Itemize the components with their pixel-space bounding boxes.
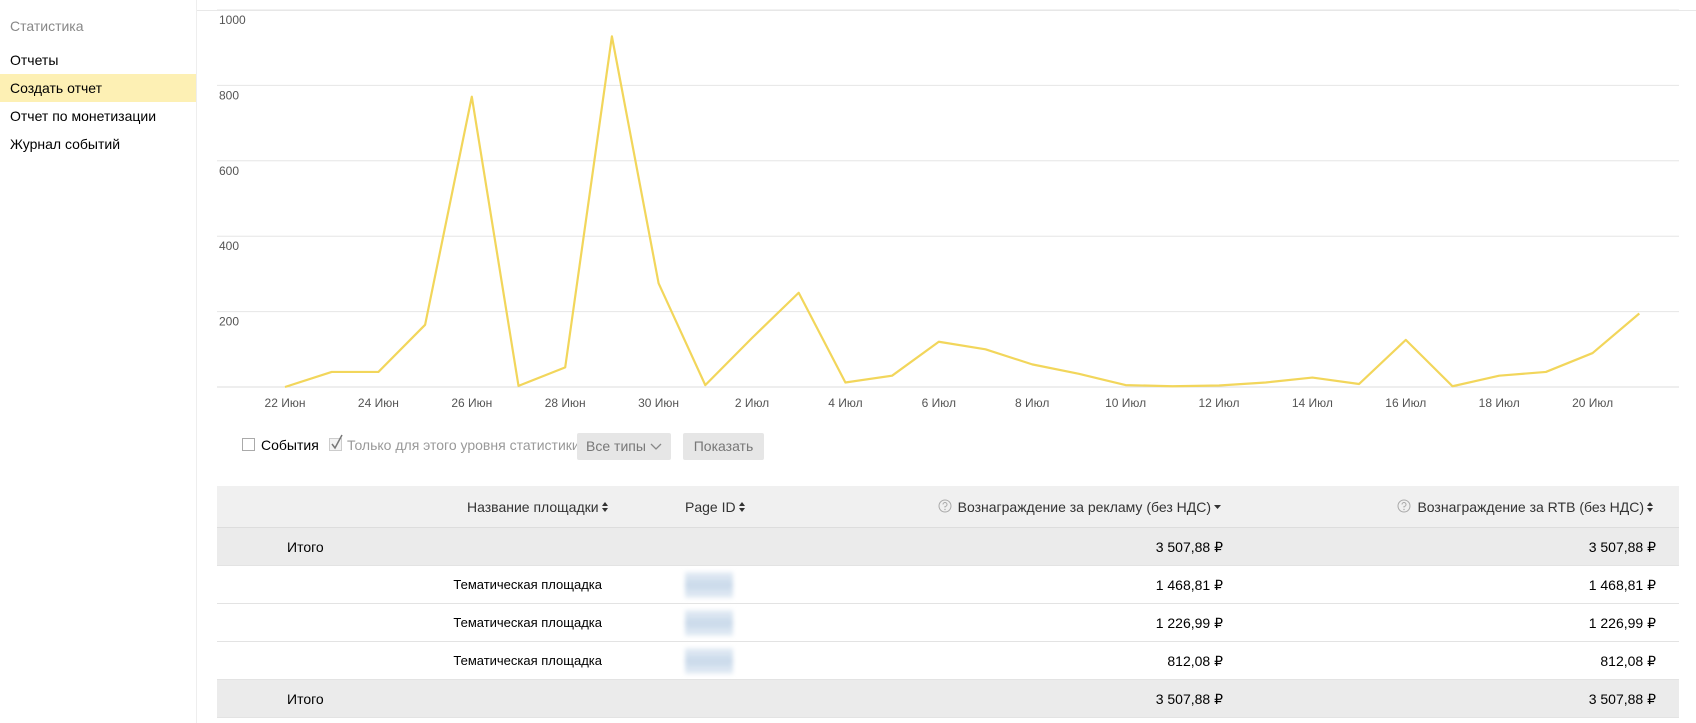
sidebar-item[interactable]: Журнал событий bbox=[10, 136, 121, 152]
button-label: Все типы bbox=[586, 438, 646, 454]
sidebar-title: Статистика bbox=[10, 18, 84, 34]
sort-icon[interactable] bbox=[602, 502, 610, 512]
line-series bbox=[284, 35, 1641, 389]
table-header bbox=[217, 486, 1679, 528]
ad-reward: 1 226,99 ₽ bbox=[1155, 615, 1223, 631]
x-tick-label: 6 Июл bbox=[922, 396, 956, 410]
rtb-reward: 812,08 ₽ bbox=[1600, 653, 1656, 669]
checkbox-checked[interactable] bbox=[329, 434, 345, 452]
x-tick-label: 18 Июл bbox=[1479, 396, 1520, 410]
sidebar-item[interactable]: Отчеты bbox=[10, 52, 59, 68]
chart: 200 400 600 800 1000 22 Июн 24 Июн 26 Июн 28 Июн… bbox=[217, 9, 1679, 410]
y-tick-label: 600 bbox=[219, 164, 239, 178]
types-dropdown[interactable]: Все типы bbox=[577, 433, 671, 460]
sort-icon[interactable] bbox=[1214, 502, 1222, 512]
column-header[interactable]: Page ID bbox=[685, 499, 736, 515]
chevron bbox=[650, 443, 662, 450]
x-tick-label: 10 Июл bbox=[1105, 396, 1146, 410]
help-icon[interactable] bbox=[1397, 499, 1411, 513]
x-tick-label: 22 Июн bbox=[265, 396, 306, 410]
checkbox-label[interactable]: События bbox=[261, 437, 319, 453]
total-row: Итого 3 507,88 ₽ 3 507,88 ₽ bbox=[217, 680, 1679, 718]
ad-reward: 1 468,81 ₽ bbox=[1155, 577, 1223, 593]
page-id-blurred bbox=[685, 648, 733, 674]
x-tick-label: 2 Июл bbox=[735, 396, 769, 410]
column-header[interactable]: Вознаграждение за рекламу (без НДС) bbox=[957, 499, 1211, 515]
sidebar-item[interactable]: Создать отчет bbox=[0, 74, 196, 102]
table-row: Тематическая площадка 1 226,99 ₽ 1 226,99 … bbox=[217, 604, 1679, 642]
y-tick-label: 400 bbox=[219, 239, 239, 253]
column-header[interactable]: Название площадки bbox=[467, 499, 599, 515]
show-button[interactable]: Показать bbox=[683, 433, 764, 460]
site-name: Тематическая площадка bbox=[453, 653, 602, 668]
x-tick-label: 12 Июл bbox=[1198, 396, 1239, 410]
button-label: Показать bbox=[693, 438, 754, 454]
page-id-blurred bbox=[685, 610, 733, 636]
column-header[interactable]: Вознаграждение за RTB (без НДС) bbox=[1417, 499, 1644, 515]
x-tick-label: 20 Июл bbox=[1572, 396, 1613, 410]
checkbox-label[interactable]: Только для этого уровня статистики bbox=[347, 437, 580, 453]
x-tick-label: 4 Июл bbox=[828, 396, 862, 410]
total-label: Итого bbox=[287, 691, 324, 707]
x-tick-label: 24 Июн bbox=[358, 396, 399, 410]
x-tick-label: 14 Июл bbox=[1292, 396, 1333, 410]
site-name: Тематическая площадка bbox=[453, 615, 602, 630]
table-row: Тематическая площадка 1 468,81 ₽ 1 468,81 … bbox=[217, 566, 1679, 604]
site-name: Тематическая площадка bbox=[453, 577, 602, 592]
total-row: Итого 3 507,88 ₽ 3 507,88 ₽ bbox=[217, 528, 1679, 566]
rtb-reward: 1 468,81 ₽ bbox=[1588, 577, 1656, 593]
ad-reward: 812,08 ₽ bbox=[1167, 653, 1223, 669]
y-tick-label: 800 bbox=[219, 88, 239, 102]
x-tick-label: 8 Июл bbox=[1015, 396, 1049, 410]
sort-icon[interactable] bbox=[739, 502, 747, 512]
help-icon[interactable] bbox=[938, 499, 952, 513]
sidebar: Статистика Отчеты Создать отчет Отчет по м… bbox=[0, 0, 197, 723]
y-tick-label: 200 bbox=[219, 315, 239, 329]
rtb-reward: 3 507,88 ₽ bbox=[1588, 539, 1656, 555]
sort-icon[interactable] bbox=[1647, 502, 1655, 512]
checkbox[interactable] bbox=[242, 438, 256, 452]
y-tick-label: 1000 bbox=[219, 13, 246, 27]
ad-reward: 3 507,88 ₽ bbox=[1155, 539, 1223, 555]
sidebar-item[interactable]: Отчет по монетизации bbox=[10, 108, 157, 124]
x-tick-label: 16 Июл bbox=[1385, 396, 1426, 410]
rtb-reward: 3 507,88 ₽ bbox=[1588, 691, 1656, 707]
x-tick-label: 26 Июн bbox=[451, 396, 492, 410]
total-label: Итого bbox=[287, 539, 324, 555]
ad-reward: 3 507,88 ₽ bbox=[1155, 691, 1223, 707]
page-id-blurred bbox=[685, 572, 733, 598]
x-tick-label: 28 Июн bbox=[545, 396, 586, 410]
table-row: Тематическая площадка 812,08 ₽ 812,08 ₽ bbox=[217, 642, 1679, 680]
rtb-reward: 1 226,99 ₽ bbox=[1588, 615, 1656, 631]
x-tick-label: 30 Июн bbox=[638, 396, 679, 410]
